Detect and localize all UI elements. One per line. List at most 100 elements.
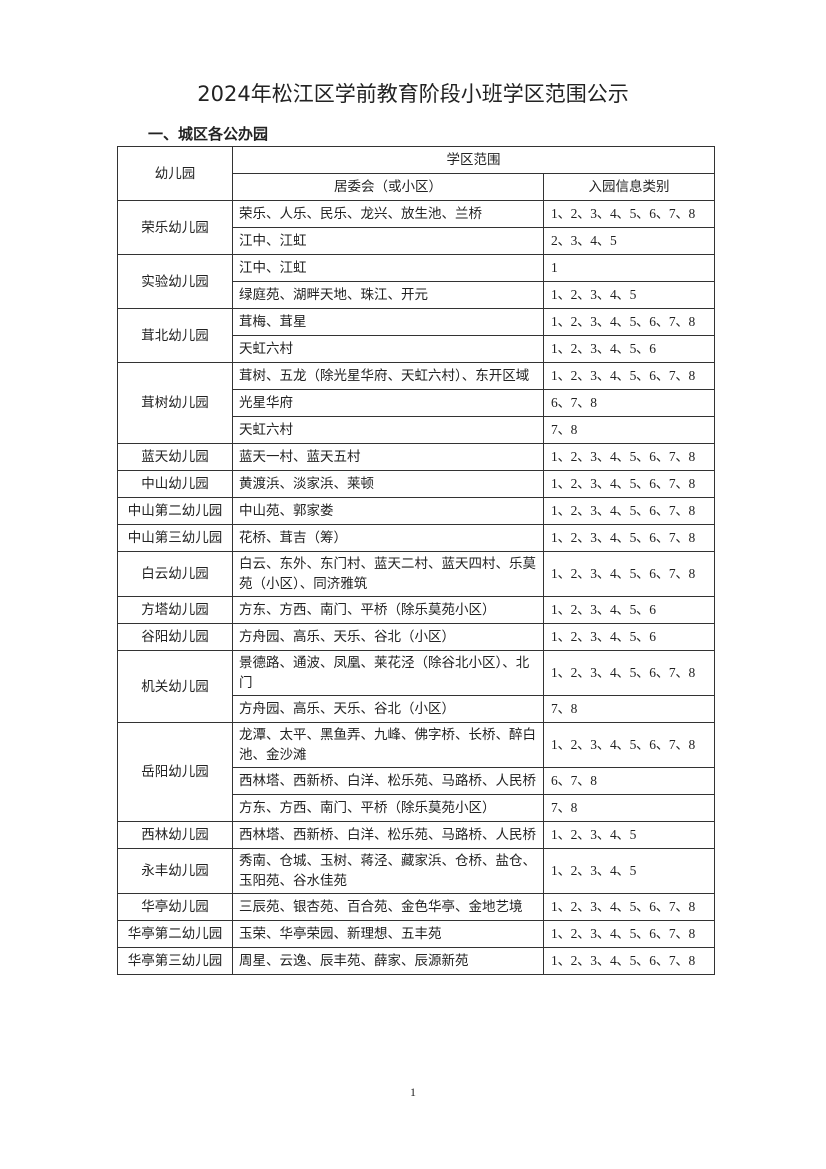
table-row: 永丰幼儿园 秀南、仓城、玉树、蒋泾、藏家浜、仓桥、盐仓、玉阳苑、谷水佳苑 1、2、3… [117,848,715,894]
table-row: 光星华府 6、7、8 [118,389,715,417]
header-cell: 居委会（或小区） [232,173,544,201]
category-cell: 1、2、3、4、5、6、7、8 [543,200,715,228]
kindergarten-cell: 华亭第二幼儿园 [117,920,233,948]
category-cell: 7、8 [543,416,715,444]
committee-cell: 茸树、五龙（除光星华府、天虹六村）、东开区域 [232,362,544,390]
committee-cell: 荣乐、人乐、民乐、龙兴、放生池、兰桥 [232,200,544,228]
committee-cell: 天虹六村 [232,335,544,363]
table-row: 华亭第三幼儿园 周星、云逸、辰丰苑、薛家、辰源新苑 1、2、3、4、5、6、7、8 [117,947,715,975]
category-cell: 1、2、3、4、5、6 [543,335,715,363]
category-cell: 1、2、3、4、5、6、7、8 [543,443,715,471]
committee-cell: 方舟园、高乐、天乐、谷北（小区） [232,695,544,723]
kindergarten-cell: 中山第三幼儿园 [117,524,233,552]
kindergarten-cell: 方塔幼儿园 [117,596,233,624]
kindergarten-cell: 西林幼儿园 [117,821,233,849]
committee-cell: 方舟园、高乐、天乐、谷北（小区） [232,623,544,651]
page-number: 1 [410,1085,416,1099]
header-row: 居委会（或小区） 入园信息类别 [118,173,715,201]
kindergarten-cell: 中山幼儿园 [117,470,233,498]
table-row: 天虹六村 1、2、3、4、5、6 [118,335,715,363]
table-row: 华亭第二幼儿园 玉荣、华亭荣园、新理想、五丰苑 1、2、3、4、5、6、7、8 [117,920,715,948]
table: 幼儿园 学区范围 居委会（或小区） 入园信息类别 荣乐幼儿园 荣乐、人乐、民乐、龙… [117,146,715,975]
committee-cell: 白云、东外、东门村、蓝天二村、蓝天四村、乐莫苑（小区）、同济雅筑 [232,551,544,597]
category-cell: 6、7、8 [543,389,715,417]
kindergarten-cell: 荣乐幼儿园 [117,200,233,255]
category-cell: 1、2、3、4、5、6 [543,596,715,624]
table-row: 西林塔、西新桥、白洋、松乐苑、马路桥、人民桥 6、7、8 [118,767,715,795]
table-row: 天虹六村 7、8 [118,416,715,444]
committee-cell: 江中、江虹 [232,254,544,282]
table-row: 茸树幼儿园 茸树、五龙（除光星华府、天虹六村）、东开区域 1、2、3、4、5、6、7… [117,362,715,444]
committee-cell: 景德路、通波、凤凰、莱花泾（除谷北小区）、北门 [232,650,544,696]
table-row: 中山第三幼儿园 花桥、茸吉（筹） 1、2、3、4、5、6、7、8 [117,524,715,552]
category-cell: 1、2、3、4、5 [543,848,715,894]
header-cell: 入园信息类别 [543,173,715,201]
committee-cell: 龙潭、太平、黑鱼弄、九峰、佛字桥、长桥、醉白池、金沙滩 [232,722,544,768]
committee-cell: 方东、方西、南门、平桥（除乐莫苑小区） [232,596,544,624]
table-row: 绿庭苑、湖畔天地、珠江、开元 1、2、3、4、5 [118,281,715,309]
category-cell: 1、2、3、4、5、6、7、8 [543,497,715,525]
category-cell: 1、2、3、4、5、6、7、8 [543,308,715,336]
kindergarten-cell: 华亭幼儿园 [117,893,233,921]
header-cell: 幼儿园 [117,146,233,201]
table-body: 荣乐幼儿园 荣乐、人乐、民乐、龙兴、放生池、兰桥 1、2、3、4、5、6、7、8 江中… [117,200,715,975]
table-row: 方塔幼儿园 方东、方西、南门、平桥（除乐莫苑小区） 1、2、3、4、5、6 [117,596,715,624]
category-cell: 1、2、3、4、5、6、7、8 [543,893,715,921]
category-cell: 6、7、8 [543,767,715,795]
table-row: 机关幼儿园 景德路、通波、凤凰、莱花泾（除谷北小区）、北门 1、2、3、4、5、6、… [117,650,715,723]
kindergarten-cell: 永丰幼儿园 [117,848,233,894]
committee-cell: 秀南、仓城、玉树、蒋泾、藏家浜、仓桥、盐仓、玉阳苑、谷水佳苑 [232,848,544,894]
table-row: 岳阳幼儿园 龙潭、太平、黑鱼弄、九峰、佛字桥、长桥、醉白池、金沙滩 1、2、3、4、… [117,722,715,822]
committee-cell: 方东、方西、南门、平桥（除乐莫苑小区） [232,794,544,822]
committee-cell: 中山苑、郭家娄 [232,497,544,525]
kindergarten-cell: 中山第二幼儿园 [117,497,233,525]
table-header: 幼儿园 学区范围 居委会（或小区） 入园信息类别 [117,146,715,201]
category-cell: 1、2、3、4、5、6、7、8 [543,362,715,390]
kindergarten-cell: 茸北幼儿园 [117,308,233,363]
category-cell: 2、3、4、5 [543,227,715,255]
category-cell: 7、8 [543,695,715,723]
category-cell: 1、2、3、4、5、6 [543,623,715,651]
committee-cell: 茸梅、茸星 [232,308,544,336]
kindergarten-cell: 岳阳幼儿园 [117,722,233,822]
table-row: 中山幼儿园 黄渡浜、淡家浜、莱顿 1、2、3、4、5、6、7、8 [117,470,715,498]
category-cell: 1、2、3、4、5、6、7、8 [543,470,715,498]
category-cell: 1、2、3、4、5、6、7、8 [543,947,715,975]
committee-cell: 三辰苑、银杏苑、百合苑、金色华亭、金地艺境 [232,893,544,921]
category-cell: 7、8 [543,794,715,822]
table-row: 西林幼儿园 西林塔、西新桥、白洋、松乐苑、马路桥、人民桥 1、2、3、4、5 [117,821,715,849]
category-cell: 1、2、3、4、5、6、7、8 [543,551,715,597]
kindergarten-cell: 谷阳幼儿园 [117,623,233,651]
table-row: 华亭幼儿园 三辰苑、银杏苑、百合苑、金色华亭、金地艺境 1、2、3、4、5、6、7、… [117,893,715,921]
table-row: 中山第二幼儿园 中山苑、郭家娄 1、2、3、4、5、6、7、8 [117,497,715,525]
table-row: 方东、方西、南门、平桥（除乐莫苑小区） 7、8 [118,794,715,822]
committee-cell: 西林塔、西新桥、白洋、松乐苑、马路桥、人民桥 [232,821,544,849]
category-cell: 1、2、3、4、5、6、7、8 [543,650,715,696]
category-cell: 1 [543,254,715,282]
header-cell: 学区范围 [232,146,715,174]
committee-cell: 蓝天一村、蓝天五村 [232,443,544,471]
table-row: 荣乐幼儿园 荣乐、人乐、民乐、龙兴、放生池、兰桥 1、2、3、4、5、6、7、8 [117,200,715,255]
kindergarten-cell: 机关幼儿园 [117,650,233,723]
category-cell: 1、2、3、4、5 [543,821,715,849]
table-row: 方舟园、高乐、天乐、谷北（小区） 7、8 [118,695,715,723]
committee-cell: 江中、江虹 [232,227,544,255]
committee-cell: 天虹六村 [232,416,544,444]
table-row: 白云幼儿园 白云、东外、东门村、蓝天二村、蓝天四村、乐莫苑（小区）、同济雅筑 1、2… [117,551,715,597]
table-row: 谷阳幼儿园 方舟园、高乐、天乐、谷北（小区） 1、2、3、4、5、6 [117,623,715,651]
committee-cell: 绿庭苑、湖畔天地、珠江、开元 [232,281,544,309]
committee-cell: 黄渡浜、淡家浜、莱顿 [232,470,544,498]
kindergarten-cell: 蓝天幼儿园 [117,443,233,471]
category-cell: 1、2、3、4、5、6、7、8 [543,524,715,552]
table-row: 茸北幼儿园 茸梅、茸星 1、2、3、4、5、6、7、8 [117,308,715,363]
category-cell: 1、2、3、4、5、6、7、8 [543,722,715,768]
header-row: 幼儿园 学区范围 [117,146,715,201]
kindergarten-cell: 华亭第三幼儿园 [117,947,233,975]
table-row: 实验幼儿园 江中、江虹 1 [117,254,715,309]
kindergarten-cell: 白云幼儿园 [117,551,233,597]
committee-cell: 光星华府 [232,389,544,417]
kindergarten-cell: 实验幼儿园 [117,254,233,309]
section-heading: 一、城区各公办园 [148,125,269,143]
committee-cell: 玉荣、华亭荣园、新理想、五丰苑 [232,920,544,948]
